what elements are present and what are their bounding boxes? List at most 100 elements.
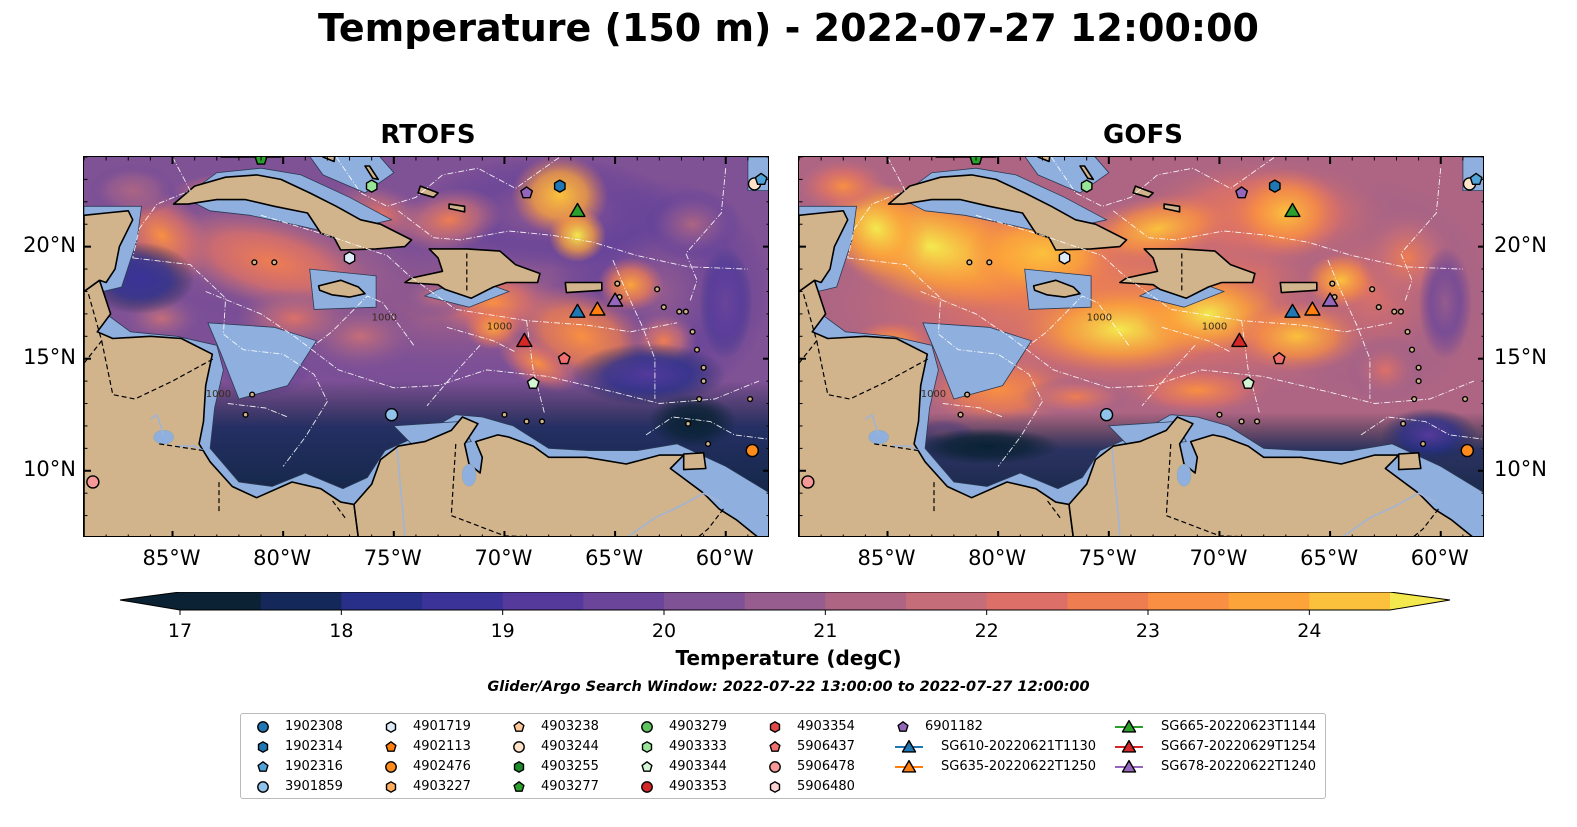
legend-marker — [513, 761, 525, 773]
small-island — [1408, 346, 1416, 353]
country-border — [450, 443, 525, 536]
small-island — [1391, 308, 1398, 315]
lon-tick-label: 70°W — [474, 546, 533, 570]
legend-label: 4903255 — [541, 759, 599, 774]
shelf-shallow-water — [207, 322, 318, 400]
lat-tick-label-right: 15°N — [1494, 344, 1547, 369]
land-andros — [1037, 157, 1051, 163]
eez-boundary — [205, 291, 760, 404]
small-island — [614, 280, 621, 287]
colorbar-label: Temperature (degC) — [675, 646, 902, 670]
legend-marker — [901, 739, 917, 753]
small-island — [1397, 308, 1405, 315]
small-island — [676, 308, 683, 315]
colorbar-extend-max — [1390, 592, 1450, 610]
depth-contour-label: 1000 — [1202, 322, 1227, 333]
land-southAmerica — [353, 416, 758, 536]
marker-SG678-20220622T1240 — [1321, 292, 1339, 307]
river — [627, 492, 722, 536]
small-island — [1375, 304, 1382, 311]
colorbar-segment — [664, 592, 746, 610]
eez-boundary — [1360, 416, 1483, 440]
marker-4901719 — [1058, 251, 1071, 265]
colorbar-segment — [422, 592, 504, 610]
land-jamaica — [317, 279, 366, 298]
land-centralAmerica — [799, 279, 1074, 536]
country-border — [1046, 499, 1061, 519]
small-island — [1400, 420, 1407, 427]
legend-label: 4903344 — [669, 759, 727, 774]
legend-label: 4903354 — [797, 719, 855, 734]
legend-marker — [769, 781, 781, 793]
land-puertoRico — [564, 281, 603, 294]
legend-marker — [769, 721, 781, 733]
small-island — [654, 286, 661, 293]
marker-4902476 — [745, 443, 759, 458]
colorbar-segment — [583, 592, 665, 610]
small-island — [1461, 395, 1469, 403]
land-andros — [322, 157, 336, 163]
land-cuba — [887, 174, 1128, 251]
marker-1902314 — [553, 179, 566, 193]
eez-boundary — [847, 257, 1043, 467]
marker-5906478 — [86, 475, 100, 489]
eez-boundary — [1161, 326, 1231, 353]
lake-nicaragua — [153, 429, 174, 445]
small-island — [964, 391, 971, 398]
land-trinidad — [682, 451, 707, 471]
eez-boundary — [847, 157, 906, 258]
legend-marker — [641, 761, 653, 772]
lat-tick-label-right: 20°N — [1494, 232, 1547, 257]
depth-contour-label: 1000 — [487, 322, 512, 333]
colorbar-extend-min — [120, 592, 180, 610]
small-island — [1253, 418, 1261, 425]
small-island — [1415, 364, 1422, 371]
river — [891, 445, 919, 452]
gofs-panel-title: GOFS — [1103, 120, 1183, 150]
legend-marker — [641, 741, 653, 753]
river — [176, 445, 204, 452]
marker-SG665-20220623T1144 — [569, 202, 586, 218]
legend-label: 4903238 — [541, 719, 599, 734]
legend-label: 4903227 — [413, 779, 471, 794]
colorbar-segment — [1228, 592, 1310, 610]
eez-boundary — [1112, 210, 1463, 270]
river — [864, 413, 880, 436]
legend-marker — [901, 759, 917, 773]
land-hispaniola — [404, 248, 541, 299]
river — [396, 448, 406, 536]
land-hispaniola — [1119, 248, 1256, 299]
legend-marker — [385, 741, 397, 752]
legend-label: 4901719 — [413, 719, 471, 734]
lon-tick-label: 70°W — [1189, 546, 1248, 570]
country-border — [1413, 508, 1439, 536]
marker-6901182 — [1235, 186, 1248, 199]
legend-label: 1902308 — [285, 719, 343, 734]
land-bahamas3 — [1163, 203, 1181, 213]
land-southAmerica — [1068, 416, 1473, 536]
shelf-shallow-water — [922, 322, 1033, 400]
country-border — [816, 340, 929, 400]
land-yucatan — [84, 209, 134, 293]
legend-label: SG678-20220622T1240 — [1161, 759, 1317, 774]
country-border — [799, 293, 818, 364]
small-island — [242, 411, 249, 418]
land-jamaica — [1032, 279, 1081, 298]
legend-marker — [385, 721, 397, 733]
figure-title: Temperature (150 m) - 2022-07-27 12:00:0… — [317, 6, 1259, 50]
small-island — [696, 395, 703, 403]
legend-marker — [513, 781, 525, 792]
legend-marker — [257, 741, 269, 753]
small-island — [700, 378, 707, 385]
eez-boundary — [612, 259, 656, 399]
colorbar-segment — [180, 592, 262, 610]
legend-label: SG610-20220621T1130 — [941, 739, 1097, 754]
river — [149, 413, 165, 436]
marker-4903333 — [1080, 179, 1093, 193]
marker-4902476 — [1460, 443, 1474, 458]
search-window-text: Glider/Argo Search Window: 2022-07-22 13… — [487, 679, 1090, 695]
legend-marker — [257, 721, 269, 733]
eez-boundary — [1241, 320, 1260, 413]
small-island — [704, 440, 712, 447]
lake-maracaibo — [1176, 463, 1192, 487]
